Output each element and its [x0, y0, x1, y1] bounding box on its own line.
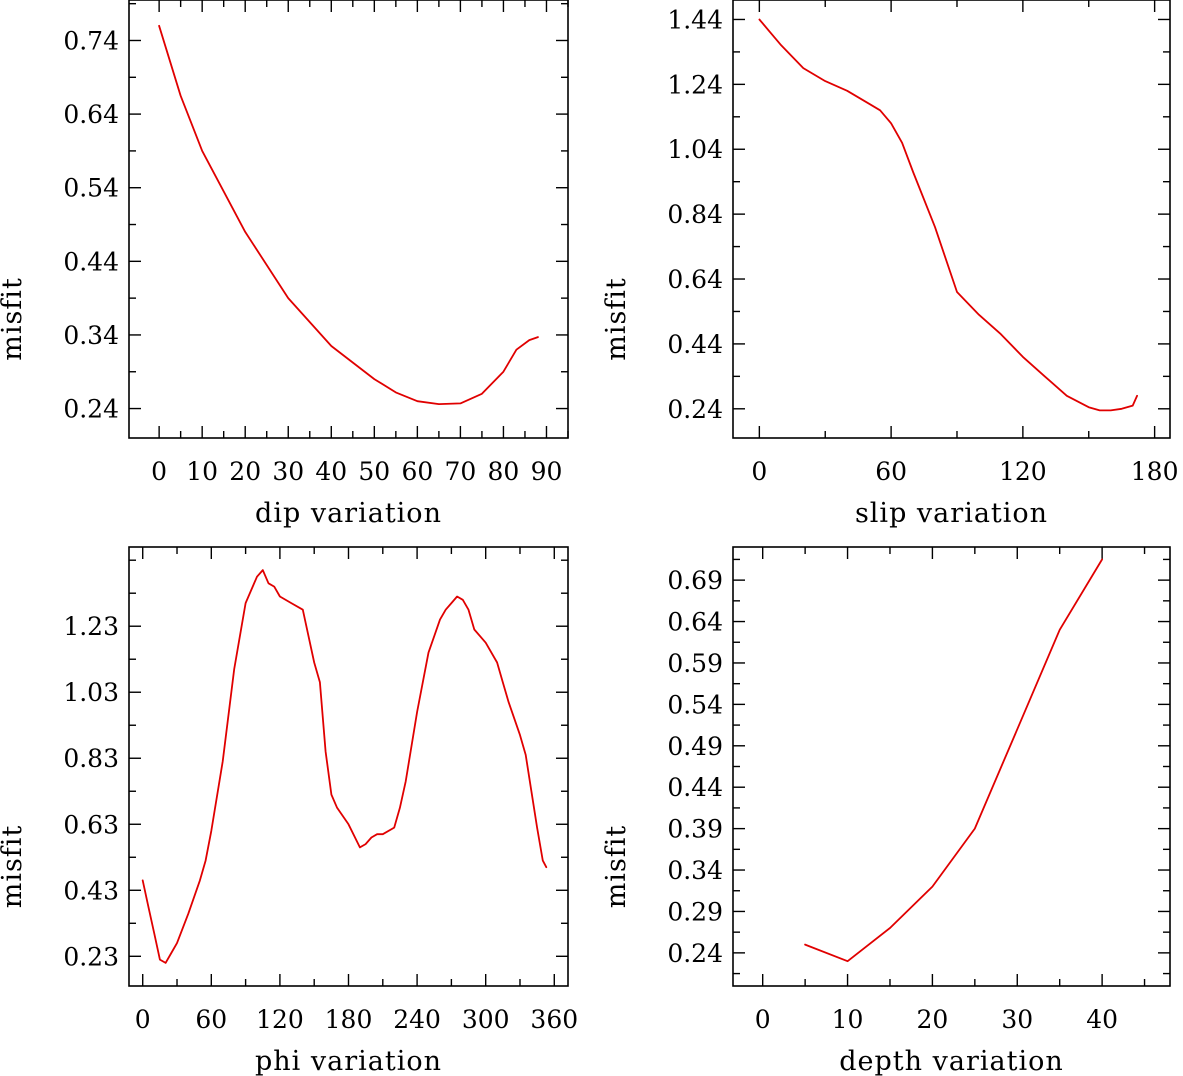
y-tick-label: 0.74: [63, 26, 119, 55]
x-tick-label: 120: [256, 1005, 304, 1034]
x-tick-label: 20: [229, 457, 261, 486]
y-tick-label: 0.24: [63, 395, 119, 424]
x-tick-label: 80: [488, 457, 520, 486]
x-tick-label: 0: [135, 1005, 151, 1034]
x-tick-label: 0: [751, 457, 767, 486]
x-axis-title: depth variation: [839, 1046, 1064, 1076]
misfit-series-line: [758, 18, 1138, 412]
y-tick-label: 0.44: [667, 330, 723, 359]
x-tick-label: 40: [1086, 1005, 1118, 1034]
chart-panel-4: 0.24 0.29 0.34 0.39 0.44 0.49 0.54 0.59 0.64 0.69…: [601, 546, 1171, 1076]
y-tick-label: 0.54: [63, 174, 119, 203]
misfit-series-line: [158, 24, 539, 405]
chart-panel-3: 0.23 0.43 0.63 0.83 1.03 1.23 0 60 120 180 240 300 3…: [0, 546, 578, 1076]
x-axis-title: dip variation: [255, 498, 442, 529]
y-tick-label: 0.64: [667, 608, 723, 637]
x-tick-label: 0: [151, 457, 167, 486]
x-tick-label: 60: [195, 1005, 227, 1034]
x-tick-label: 60: [401, 457, 433, 486]
y-tick-label: 0.24: [667, 395, 723, 424]
x-tick-label: 20: [917, 1005, 949, 1034]
x-tick-label: 300: [462, 1005, 510, 1034]
x-tick-label: 360: [530, 1005, 578, 1034]
x-tick-label: 40: [315, 457, 347, 486]
y-tick-label: 0.24: [667, 939, 723, 968]
y-tick-label: 0.44: [667, 773, 723, 802]
y-tick-label: 0.44: [63, 247, 119, 276]
y-axis-title: misfit: [0, 277, 28, 361]
x-tick-label: 60: [875, 457, 907, 486]
y-tick-label: 0.34: [63, 321, 119, 350]
x-tick-label: 180: [1131, 457, 1179, 486]
y-tick-label: 0.83: [63, 744, 119, 773]
y-tick-label: 1.04: [667, 135, 723, 164]
x-tick-label: 240: [393, 1005, 441, 1034]
x-tick-label: 30: [272, 457, 304, 486]
y-tick-label: 0.84: [667, 200, 723, 229]
y-tick-label: 0.43: [63, 876, 119, 905]
y-tick-label: 0.64: [667, 265, 723, 294]
x-tick-label: 0: [755, 1005, 771, 1034]
x-tick-label: 90: [531, 457, 563, 486]
plot-frame: [128, 546, 569, 987]
x-axis-title: phi variation: [255, 1046, 442, 1076]
y-tick-label: 0.34: [667, 856, 723, 885]
plot-frame: [128, 0, 569, 439]
plot-frame: [732, 0, 1171, 439]
y-tick-label: 0.49: [667, 732, 723, 761]
y-tick-label: 1.44: [667, 5, 723, 34]
y-axis-title: misfit: [601, 277, 632, 361]
chart-panel-1: 0.24 0.34 0.44 0.54 0.64 0.74 0 10 20 30 40 50 60 70 8…: [0, 0, 569, 529]
plot-frame: [732, 546, 1171, 987]
misfit-series-line: [804, 558, 1103, 963]
x-tick-label: 30: [1001, 1005, 1033, 1034]
x-tick-label: 70: [444, 457, 476, 486]
y-tick-label: 0.23: [63, 942, 119, 971]
y-tick-label: 1.24: [667, 70, 723, 99]
x-tick-label: 10: [832, 1005, 864, 1034]
x-tick-label: 50: [358, 457, 390, 486]
y-tick-label: 0.39: [667, 815, 723, 844]
y-tick-label: 1.23: [63, 612, 119, 641]
y-tick-label: 0.69: [667, 566, 723, 595]
chart-panel-2: 0.24 0.44 0.64 0.84 1.04 1.24 1.44 0 60 120 180 sli…: [601, 0, 1178, 529]
y-tick-label: 0.29: [667, 897, 723, 926]
y-tick-label: 1.03: [63, 678, 119, 707]
x-tick-label: 10: [186, 457, 218, 486]
y-tick-label: 0.59: [667, 649, 723, 678]
x-axis-title: slip variation: [855, 498, 1048, 529]
x-tick-label: 120: [999, 457, 1047, 486]
y-tick-label: 0.63: [63, 810, 119, 839]
y-tick-label: 0.54: [667, 690, 723, 719]
y-tick-label: 0.64: [63, 100, 119, 129]
y-axis-title: misfit: [0, 825, 28, 909]
y-axis-title: misfit: [601, 825, 632, 909]
x-tick-label: 180: [325, 1005, 373, 1034]
misfit-series-line: [141, 569, 548, 964]
